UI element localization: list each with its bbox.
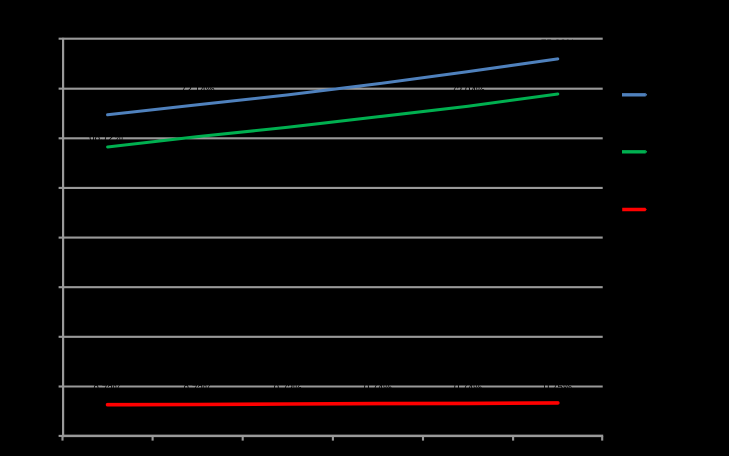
svg-text:72.04%: 72.04%	[451, 86, 485, 97]
svg-text:0.72%: 0.72%	[184, 384, 212, 395]
svg-text:73.04%: 73.04%	[271, 74, 305, 85]
svg-text:0.74%: 0.74%	[364, 383, 392, 394]
svg-text:68.72%: 68.72%	[89, 133, 123, 144]
svg-text:69.68%: 69.68%	[181, 116, 215, 127]
svg-text:71.26%: 71.26%	[361, 96, 395, 107]
svg-text:70.51%: 70.51%	[271, 107, 305, 118]
svg-text:72.14%: 72.14%	[181, 84, 215, 95]
svg-text:74.03%: 74.03%	[361, 63, 395, 74]
svg-text:0.75%: 0.75%	[544, 382, 572, 393]
svg-text:0.74%: 0.74%	[454, 383, 482, 394]
svg-text:74.89%: 74.89%	[451, 51, 485, 62]
svg-text:72.95%: 72.95%	[541, 73, 575, 84]
svg-text:71.21%: 71.21%	[91, 94, 125, 105]
svg-text:0.73%: 0.73%	[274, 383, 302, 394]
svg-text:0.72%: 0.72%	[93, 384, 121, 395]
svg-text:75.38%: 75.38%	[541, 38, 575, 49]
